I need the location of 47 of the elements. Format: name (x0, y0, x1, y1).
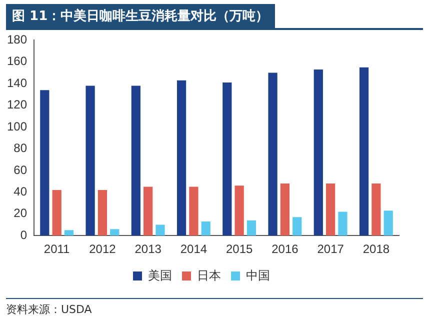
bar (52, 190, 62, 236)
chart-title: 图 11：中美日咖啡生豆消耗量对比（万吨） (6, 4, 275, 28)
bar (292, 217, 302, 236)
y-tick-label: 80 (14, 141, 28, 156)
bar (189, 186, 198, 236)
bar (40, 90, 50, 236)
x-tick-label: 2012 (89, 242, 116, 256)
x-tick-label: 2011 (44, 242, 70, 256)
bar (314, 70, 323, 236)
y-tick-label: 60 (14, 162, 28, 177)
y-tick-label: 20 (14, 206, 28, 220)
bar (384, 210, 393, 236)
x-tick-label: 2013 (134, 242, 162, 256)
bar (246, 220, 256, 236)
y-tick-label: 180 (6, 32, 28, 47)
y-tick-label: 40 (14, 184, 28, 198)
bar (86, 86, 95, 236)
bar (280, 183, 290, 236)
bar (176, 80, 186, 236)
bar (156, 224, 165, 236)
bar (110, 229, 120, 236)
bar (201, 221, 210, 236)
y-tick-label: 120 (6, 98, 28, 112)
x-tick-label: 2017 (317, 242, 344, 256)
legend-label: 美国 (148, 268, 172, 282)
bar (64, 230, 74, 236)
y-tick-label: 0 (20, 228, 28, 242)
bar (144, 186, 153, 236)
text: 资料来源：USDA (6, 298, 423, 317)
bar (131, 86, 140, 236)
y-tick-label: 100 (6, 119, 28, 134)
x-tick-label: 2018 (362, 242, 390, 256)
x-tick-label: 2014 (180, 242, 208, 256)
bar (234, 186, 244, 236)
y-tick-label: 160 (6, 54, 28, 68)
legend-label: 日本 (197, 268, 221, 282)
bar (372, 183, 381, 236)
bar (338, 212, 348, 236)
bar (268, 72, 278, 236)
bar (326, 183, 336, 236)
y-tick-label: 140 (6, 76, 28, 90)
bar (222, 82, 232, 236)
bar (359, 67, 369, 236)
x-tick-label: 2016 (272, 242, 299, 256)
x-tick-label: 2015 (226, 242, 253, 256)
legend-label: 中国 (246, 268, 270, 282)
bar (98, 190, 108, 236)
